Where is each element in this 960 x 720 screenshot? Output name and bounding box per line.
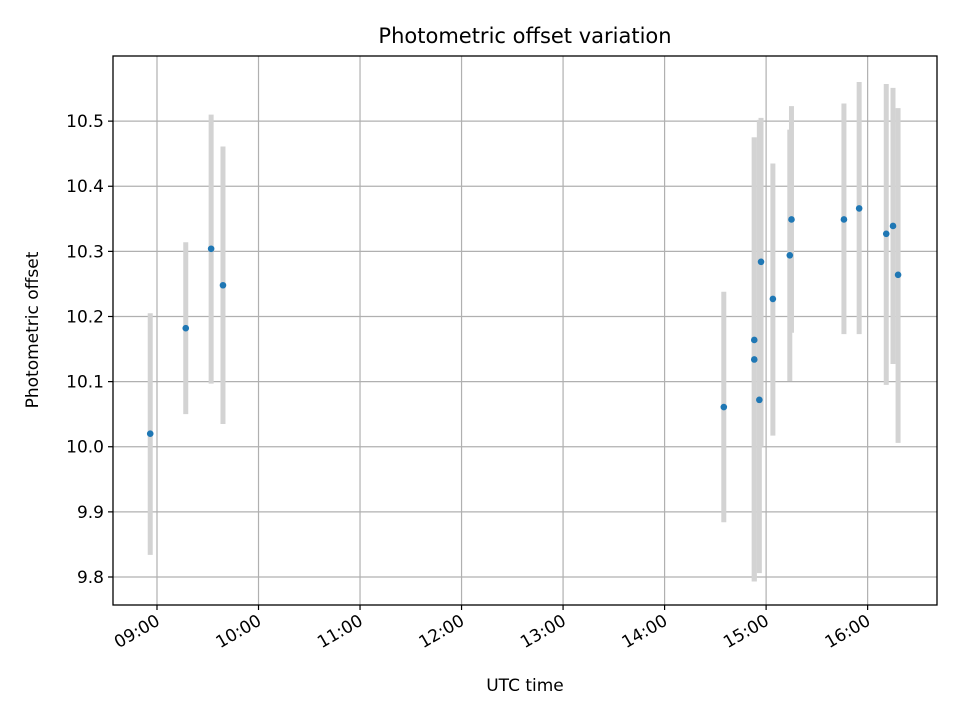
x-tick-label: 16:00 — [822, 611, 874, 653]
x-tick-label: 10:00 — [213, 611, 265, 653]
y-axis-ticks: 9.8 9.9 10.0 10.1 10.2 10.3 10.4 10.5 — [66, 112, 113, 588]
data-point — [882, 230, 890, 238]
data-point — [756, 396, 763, 404]
y-tick-label: 10.1 — [66, 373, 104, 393]
data-point — [894, 271, 902, 279]
data-point — [786, 251, 794, 259]
data-point — [207, 245, 215, 253]
x-tick-label: 15:00 — [720, 611, 772, 653]
y-tick-label: 10.3 — [66, 242, 104, 262]
data-point — [788, 216, 795, 223]
x-tick-label: 09:00 — [111, 611, 163, 653]
data-point — [146, 430, 154, 438]
y-tick-label: 10.5 — [66, 112, 104, 132]
chart-title: Photometric offset variation — [378, 24, 671, 48]
data-point — [855, 205, 863, 212]
x-axis-label: UTC time — [486, 676, 564, 696]
data-point — [840, 216, 848, 223]
x-tick-label: 12:00 — [416, 611, 468, 653]
data-points — [146, 205, 902, 438]
y-tick-label: 10.0 — [66, 438, 104, 458]
y-tick-label: 10.2 — [66, 307, 104, 327]
data-point — [750, 356, 758, 363]
data-point — [757, 258, 765, 266]
x-tick-label: 13:00 — [517, 611, 569, 653]
data-point — [219, 281, 227, 289]
data-point — [750, 336, 758, 344]
x-tick-label: 14:00 — [619, 611, 671, 653]
y-axis-label: Photometric offset — [23, 251, 43, 408]
data-point — [889, 222, 897, 230]
y-tick-label: 9.8 — [77, 568, 104, 588]
error-bars — [147, 82, 901, 582]
data-point — [182, 324, 190, 332]
x-axis-ticks: 09:00 10:00 11:00 12:00 13:00 14:00 15:00 16:00 — [111, 605, 874, 653]
data-point — [769, 295, 777, 303]
plot-area-frame — [112, 55, 938, 606]
y-tick-label: 10.4 — [66, 177, 104, 197]
y-tick-label: 9.9 — [77, 503, 104, 523]
grid — [113, 56, 937, 605]
data-point — [720, 403, 728, 411]
x-tick-label: 11:00 — [314, 611, 366, 653]
